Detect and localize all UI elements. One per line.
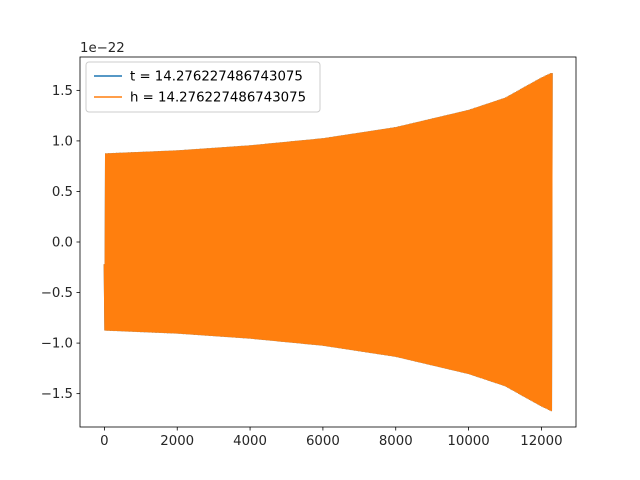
x-tick-label: 6000 [306, 434, 340, 449]
x-tick-label: 12000 [520, 434, 562, 449]
y-tick-label: −1.0 [41, 337, 73, 352]
x-tick-label: 8000 [379, 434, 413, 449]
y-tick-label: 0.0 [52, 236, 73, 251]
y-tick-label: 1.5 [52, 84, 73, 99]
legend: t = 14.276227486743075 h = 14.27622748674… [85, 61, 321, 113]
y-offset-label: 1e−22 [80, 41, 125, 56]
y-tick-label: 1.0 [52, 135, 73, 150]
x-tick-label: 10000 [447, 434, 489, 449]
x-tick-label: 2000 [160, 434, 194, 449]
x-tick-label: 4000 [233, 434, 267, 449]
y-tick-label: −0.5 [41, 286, 73, 301]
series-layer [103, 73, 553, 412]
legend-label: t = 14.276227486743075 [130, 70, 303, 85]
x-tick-label: 0 [100, 434, 108, 449]
legend-label: h = 14.276227486743075 [130, 91, 306, 106]
x-axis: 0 2000 4000 6000 8000 10000 12000 [100, 427, 563, 449]
y-tick-label: 0.5 [52, 185, 73, 200]
series-line-2 [103, 73, 553, 412]
y-axis: −1.5 −1.0 −0.5 0.0 0.5 1.0 1.5 [41, 84, 80, 402]
y-tick-label: −1.5 [41, 387, 73, 402]
legend-frame [85, 61, 321, 113]
